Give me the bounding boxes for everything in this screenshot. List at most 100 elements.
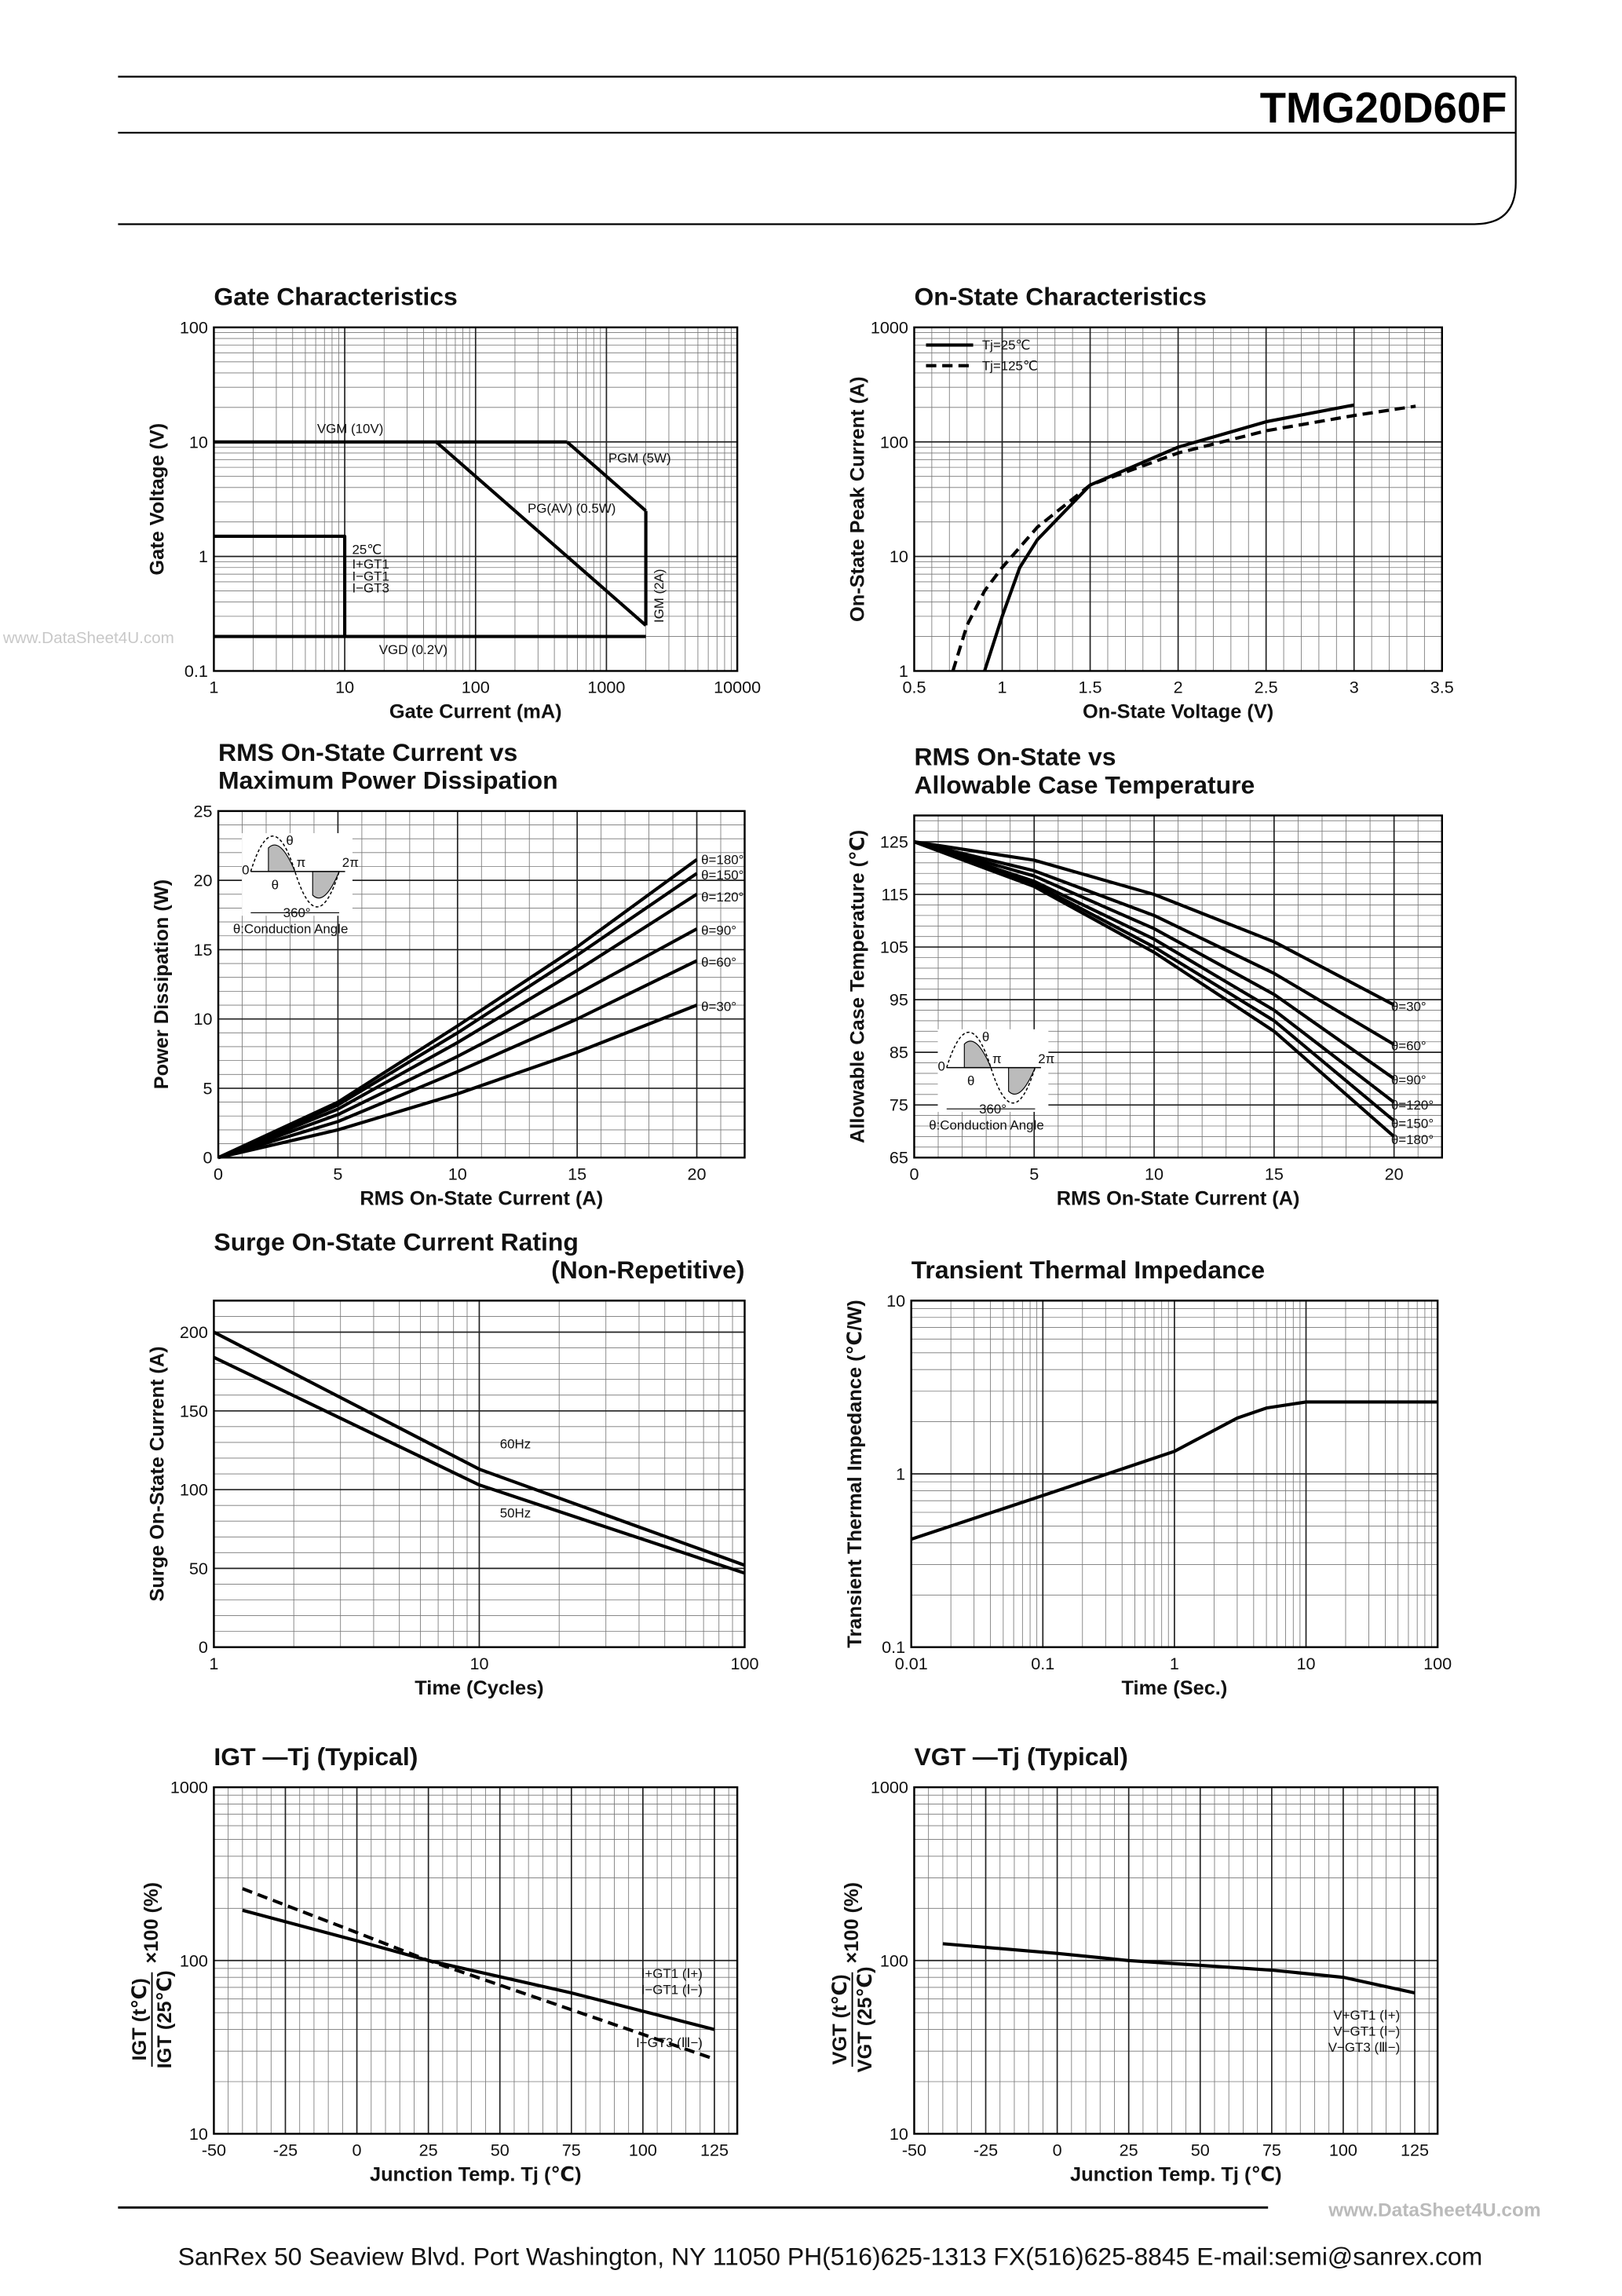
inset-waveform xyxy=(250,835,340,908)
x-tick-label: 50 xyxy=(491,2141,510,2160)
y-tick-label: 1000 xyxy=(170,1778,208,1797)
y-tick-label: 20 xyxy=(194,871,213,890)
x-tick-label: -25 xyxy=(273,2141,298,2160)
y-axis-label: VGT (t℃) VGT (25℃)×100 (%) xyxy=(829,1882,876,2072)
x-tick-label: 5 xyxy=(1029,1164,1039,1183)
x-tick-label: -25 xyxy=(974,2141,998,2160)
series-line xyxy=(242,1887,715,2061)
plot-frame xyxy=(213,1786,739,2135)
y-tick-label: 25 xyxy=(194,801,213,821)
y-axis-label: IGT (t℃) IGT (25℃) ×100 (%) xyxy=(129,1882,176,2068)
series-line xyxy=(217,959,698,1160)
x-tick-label: -50 xyxy=(902,2141,926,2160)
chart-title: VGT —Tj (Typical) xyxy=(914,1742,1127,1771)
x-tick-label: 10 xyxy=(335,678,354,697)
series-label: θ=60° xyxy=(1391,1039,1427,1054)
series-note: I+GT1 xyxy=(352,557,389,572)
x-tick-label: 10 xyxy=(1297,1654,1316,1673)
x-axis-label: On-State Voltage (V) xyxy=(1083,701,1273,723)
y-axis-label: Power Dissipation (W) xyxy=(151,879,173,1090)
series-label: I+GT1 (Ⅰ+) xyxy=(641,1966,703,1981)
x-axis-label: RMS On-State Current (A) xyxy=(1057,1187,1300,1209)
x-tick-label: 100 xyxy=(629,2141,657,2160)
series-label: θ=90° xyxy=(701,923,736,938)
chart-title: Allowable Case Temperature xyxy=(914,770,1255,799)
inset-label: 0 xyxy=(242,863,249,878)
y-tick-label: 100 xyxy=(180,1480,208,1500)
series-label: θ=180° xyxy=(701,852,743,867)
series-note: I−GT3 xyxy=(352,580,389,595)
inset-label: θ xyxy=(272,877,279,892)
series-line xyxy=(217,872,698,1160)
series-line xyxy=(913,840,1395,1122)
series-label: I−GT3 (Ⅲ−) xyxy=(636,2035,703,2050)
series-label: 60Hz xyxy=(500,1437,531,1452)
series-label: θ=120° xyxy=(701,890,743,905)
y-axis-label: Allowable Case Temperature (℃) xyxy=(847,830,869,1143)
inset-caption: θ:Conduction Angle xyxy=(233,922,349,937)
x-tick-label: 25 xyxy=(1120,2141,1138,2160)
series-label: VGM (10V) xyxy=(317,421,383,436)
chart-title: (Non-Repetitive) xyxy=(551,1256,744,1284)
watermark: www.DataSheet4U.com xyxy=(2,629,174,647)
y-tick-label: 95 xyxy=(890,990,908,1010)
footer-watermark: www.DataSheet4U.com xyxy=(1328,2200,1540,2221)
series-label: PGM (5W) xyxy=(608,451,671,466)
plot-frame xyxy=(213,326,739,672)
chart-title: Surge On-State Current Rating xyxy=(214,1228,578,1256)
chart-title: RMS On-State Current vs xyxy=(218,738,517,766)
x-tick-label: 1 xyxy=(209,1654,218,1673)
series-line xyxy=(217,858,698,1160)
series-line xyxy=(942,1942,1416,1995)
y-tick-label: 125 xyxy=(880,832,908,852)
series-label: V+GT1 (Ⅰ+) xyxy=(1333,2008,1400,2023)
y-tick-label: 5 xyxy=(203,1078,213,1098)
y-label-numerator: VGT (t℃) xyxy=(829,1974,851,2064)
plot-frame xyxy=(913,326,1443,672)
y-tick-label: 15 xyxy=(194,940,213,960)
x-axis-label: Gate Current (mA) xyxy=(389,701,562,723)
header-frame xyxy=(118,76,1517,225)
plot-frame xyxy=(913,814,1443,1159)
y-tick-label: 10 xyxy=(194,1009,213,1029)
y-tick-label: 10 xyxy=(189,432,208,452)
x-tick-label: 15 xyxy=(1265,1164,1284,1183)
x-tick-label: 3 xyxy=(1350,678,1359,697)
x-tick-label: 100 xyxy=(1423,1654,1452,1673)
x-tick-label: 2 xyxy=(1174,678,1183,697)
inset-label: 0 xyxy=(938,1058,945,1073)
x-tick-label: 125 xyxy=(700,2141,729,2160)
series-label: θ=180° xyxy=(1391,1132,1434,1147)
chart-title: Transient Thermal Impedance xyxy=(911,1256,1265,1284)
chart-title: Maximum Power Dissipation xyxy=(218,766,558,795)
y-label-factor: ×100 (%) xyxy=(841,1882,863,1964)
series-line xyxy=(435,441,647,627)
y-tick-label: 1000 xyxy=(871,1778,908,1797)
series-line xyxy=(217,1004,698,1160)
inset-label: θ xyxy=(286,833,293,848)
part-number: TMG20D60F xyxy=(1260,84,1507,132)
inset-waveform xyxy=(946,1032,1036,1104)
chart-title: RMS On-State vs xyxy=(914,743,1116,771)
series-label: 25℃ xyxy=(352,542,382,557)
series-line xyxy=(214,534,347,637)
series-line xyxy=(911,1400,1438,1541)
series-label: θ=150° xyxy=(701,868,743,883)
x-tick-label: 10 xyxy=(1145,1164,1164,1183)
series-label: θ=120° xyxy=(1391,1098,1434,1113)
y-label-denominator: IGT (25℃) xyxy=(154,1970,176,2068)
x-tick-label: 0 xyxy=(214,1164,223,1183)
x-axis-label: Time (Cycles) xyxy=(415,1677,543,1699)
inset-label: θ xyxy=(982,1029,989,1044)
x-tick-label: 75 xyxy=(562,2141,581,2160)
x-tick-label: 1 xyxy=(998,678,1007,697)
y-axis-label: Surge On-State Current (A) xyxy=(147,1346,169,1601)
plot-frame xyxy=(213,1300,746,1648)
series-line xyxy=(913,840,1395,1104)
plot-frame xyxy=(910,1300,1439,1648)
x-tick-label: 20 xyxy=(688,1164,707,1183)
y-tick-label: 0 xyxy=(203,1148,213,1168)
plot-frame xyxy=(217,810,746,1159)
x-tick-label: 25 xyxy=(419,2141,438,2160)
series-line xyxy=(913,840,1395,1080)
